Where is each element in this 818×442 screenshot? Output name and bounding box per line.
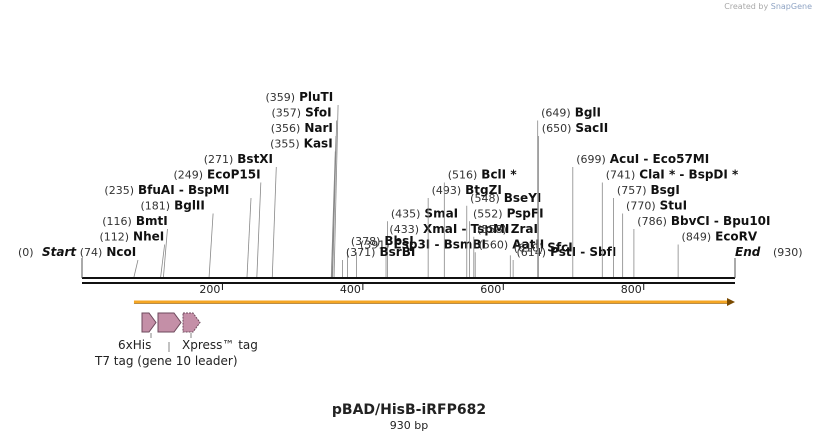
site-position: (181) [140,200,170,213]
site-position: (650) [542,122,572,135]
feature-t7-tag-arrow [157,312,182,333]
site-name: ClaI * - BspDI * [639,168,739,182]
site-position: (757) [617,184,647,197]
site-name: BclI * [481,168,517,182]
site-position: (558) [477,223,507,236]
site-position: (649) [541,107,571,120]
site-leader-line [133,259,139,278]
snapgene-logo: SnapGene [770,2,812,11]
site-name: SfoI [305,106,332,120]
feature-6xhis-arrow [141,312,157,333]
site-position: (371) [346,246,376,259]
snapgene-branding: Created by SnapGene [724,2,812,11]
site-position: (493) [432,184,462,197]
site-name: NcoI [106,245,136,259]
site-name: NheI [133,230,164,244]
site-position: (552) [473,207,503,220]
site-position: (74) [80,246,103,259]
site-position: (548) [470,192,500,205]
start-label: Start [42,245,77,259]
site-name: BglII [174,199,205,213]
site-position: (391) [360,238,390,251]
site-name: BbsI [384,234,413,248]
site-position: (786) [637,215,667,228]
ruler-tick-label: 800 [621,283,642,296]
site-name: EcoRV [715,230,758,244]
site-position: (378) [351,235,381,248]
site-name: Esp3I - BsmBI [394,237,486,251]
site-name: BglI [575,106,601,120]
ruler-tick-label: 600 [480,283,501,296]
site-leader-line [256,182,262,278]
site-position: (516) [448,169,478,182]
site-name: BstXI [237,152,273,166]
site-position: (610) [514,241,544,254]
site-position: (249) [173,169,203,182]
site-position: (116) [102,215,132,228]
feature-label-t7: T7 tag (gene 10 leader) [94,354,238,368]
site-leader-line [333,104,339,278]
site-leader-line [160,244,166,278]
site-leader-line [163,228,168,278]
site-name: KasI [304,137,333,151]
map-size: 930 bp [389,419,429,432]
site-name: BbvCI - Bpu10I [671,214,771,228]
site-position: (235) [104,184,134,197]
site-name: ZraI [511,222,538,236]
site-name: SfcI [547,240,572,254]
end-position: (930) [773,246,803,259]
site-name: BsgI [651,183,680,197]
site-position: (112) [99,231,129,244]
ruler-tick-label: 200 [199,283,220,296]
site-name: EcoP15I [207,168,261,182]
site-name: AatII [512,237,544,251]
site-position: (356) [271,122,301,135]
site-name: NarI [304,121,333,135]
site-name: AcuI - Eco57MI [610,152,709,166]
start-position: (0) [18,246,34,259]
site-leader-line [208,213,214,278]
site-position: (849) [682,231,712,244]
site-position: (271) [204,153,234,166]
site-leader-line [332,120,338,278]
site-leader-line [271,166,277,278]
feature-label-xpress: Xpress™ tag [182,338,258,352]
site-name: BsrBI [379,245,415,259]
site-name: BseYI [504,191,542,205]
site-position: (355) [270,138,300,151]
site-position: (699) [576,153,606,166]
ruler-tick-label: 400 [340,283,361,296]
map-title: pBAD/HisB-iRFP682 [331,402,487,418]
site-position: (614) [517,246,547,259]
site-leader-line [246,197,252,278]
site-name: BmtI [136,214,168,228]
orf-arrow-head [727,298,735,306]
site-name: BtgZI [465,183,502,197]
site-name: PspFI [507,206,544,220]
site-position: (741) [606,169,636,182]
site-position: (435) [391,207,421,220]
site-position: (357) [271,107,301,120]
site-name: BfuAI - BspMI [138,183,229,197]
site-name: SmaI [424,206,458,220]
end-label: End [735,245,761,259]
site-position: (770) [626,200,656,213]
site-position: (359) [265,91,295,104]
feature-xpress-tag-arrow [182,312,201,333]
feature-label-6xhis: 6xHis [118,338,151,352]
site-name: PluTI [299,90,333,104]
site-name: SacII [575,121,608,135]
site-name: PstI - SbfI [550,245,616,259]
site-position: (560) [479,238,509,251]
site-position: (433) [389,223,419,236]
site-name: StuI [660,199,687,213]
